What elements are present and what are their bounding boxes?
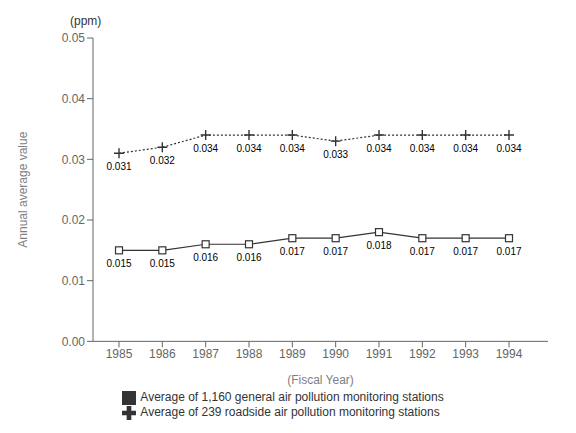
svg-text:0.018: 0.018 [366,240,391,251]
svg-text:(Fiscal Year): (Fiscal Year) [287,373,354,387]
svg-text:0.015: 0.015 [150,258,175,269]
svg-text:1986: 1986 [149,347,176,361]
svg-text:0.03: 0.03 [62,153,86,167]
svg-text:1987: 1987 [192,347,219,361]
svg-text:0.031: 0.031 [106,161,131,172]
svg-text:0.00: 0.00 [62,335,86,349]
svg-text:0.05: 0.05 [62,31,86,45]
svg-text:0.016: 0.016 [193,252,218,263]
svg-text:0.033: 0.033 [323,149,348,160]
svg-text:0.017: 0.017 [453,246,478,257]
svg-text:1992: 1992 [409,347,436,361]
html-text:Average of 1,160 general air p: Average of 1,160 general air pollution m… [140,390,444,405]
svg-text:0.02: 0.02 [62,213,86,227]
svg-text:1991: 1991 [366,347,393,361]
svg-text:0.034: 0.034 [280,143,305,154]
svg-text:1989: 1989 [279,347,306,361]
svg-text:0.01: 0.01 [62,274,86,288]
svg-text:Annual average value: Annual average value [16,131,30,247]
svg-text:0.034: 0.034 [193,143,218,154]
svg-text:1994: 1994 [496,347,523,361]
svg-text:0.017: 0.017 [280,246,305,257]
svg-text:0.017: 0.017 [496,246,521,257]
svg-text:0.034: 0.034 [453,143,478,154]
svg-text:0.034: 0.034 [366,143,391,154]
svg-text:0.034: 0.034 [410,143,435,154]
svg-text:1993: 1993 [452,347,479,361]
html-text:(ppm): (ppm) [70,14,102,28]
svg-text:0.017: 0.017 [410,246,435,257]
svg-text:1990: 1990 [322,347,349,361]
svg-text:0.032: 0.032 [150,155,175,166]
svg-text:0.034: 0.034 [496,143,521,154]
svg-text:0.016: 0.016 [236,252,261,263]
html-text:Average of 239 roadside air po: Average of 239 roadside air pollution mo… [140,405,440,420]
svg-text:0.04: 0.04 [62,92,86,106]
svg-text:0.034: 0.034 [236,143,261,154]
svg-text:1988: 1988 [236,347,263,361]
svg-text:1985: 1985 [106,347,133,361]
svg-text:0.015: 0.015 [106,258,131,269]
svg-text:0.017: 0.017 [323,246,348,257]
